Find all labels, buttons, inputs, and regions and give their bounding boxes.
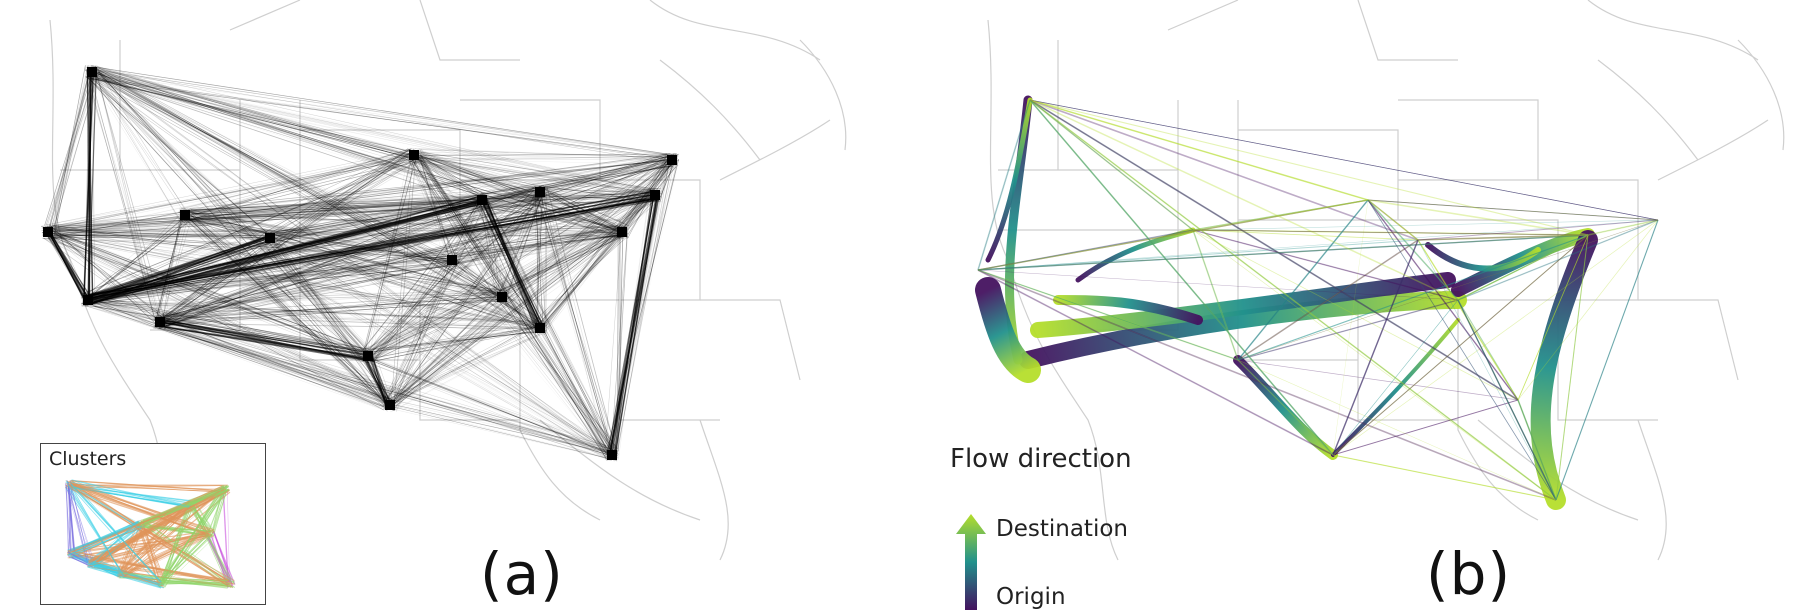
flow-bundle [985,97,1033,263]
hub-marker [535,187,545,197]
hub-marker [180,210,190,220]
hub-marker [650,190,660,200]
cluster-edges [65,479,236,589]
legend-destination-label: Destination [996,516,1128,542]
clusters-inset-map [65,479,236,589]
hub-marker [535,323,545,333]
panel-a-label: (a) [480,540,564,608]
clusters-inset-title: Clusters [49,448,127,470]
edge-bundles-a [41,64,680,462]
hub-marker [87,67,97,77]
hub-marker [43,227,53,237]
hub-marker [83,295,93,305]
hub-marker [497,292,507,302]
panel-b-label: (b) [1426,540,1512,608]
hub-marker [607,450,617,460]
hub-marker [409,150,419,160]
hub-marker [265,233,275,243]
panel-b-flow-direction-map: Flow direction Destination Origin (b) [938,0,1800,614]
hub-marker [617,227,627,237]
directed-flows [975,95,1598,510]
flow-bundle [1075,227,1196,283]
map-b [975,0,1785,561]
flow-bundle [1331,318,1460,457]
flow-bundle [1530,230,1598,510]
flow-bundle [1019,291,1467,369]
clusters-inset: Clusters [40,443,266,605]
hub-marker [385,400,395,410]
legend-title: Flow direction [950,444,1132,474]
legend-origin-label: Origin [996,584,1066,610]
flow-bundle [1030,272,1456,338]
hub-marker [363,351,373,361]
flow-bundle [1425,242,1541,272]
basemap-a [49,0,847,561]
hub-marker [667,155,677,165]
flow-bundle [975,277,1041,383]
hub-marker [447,255,457,265]
flow-bundle [1233,355,1338,460]
thin-flows [977,99,1659,501]
map-a [41,0,847,561]
hub-marker [477,195,487,205]
hub-marker [155,317,165,327]
flow-bundle [1053,295,1203,325]
panel-a-edge-bundle-map: Clusters (a) [0,0,862,614]
flow-direction-arrow-icon [956,514,986,610]
